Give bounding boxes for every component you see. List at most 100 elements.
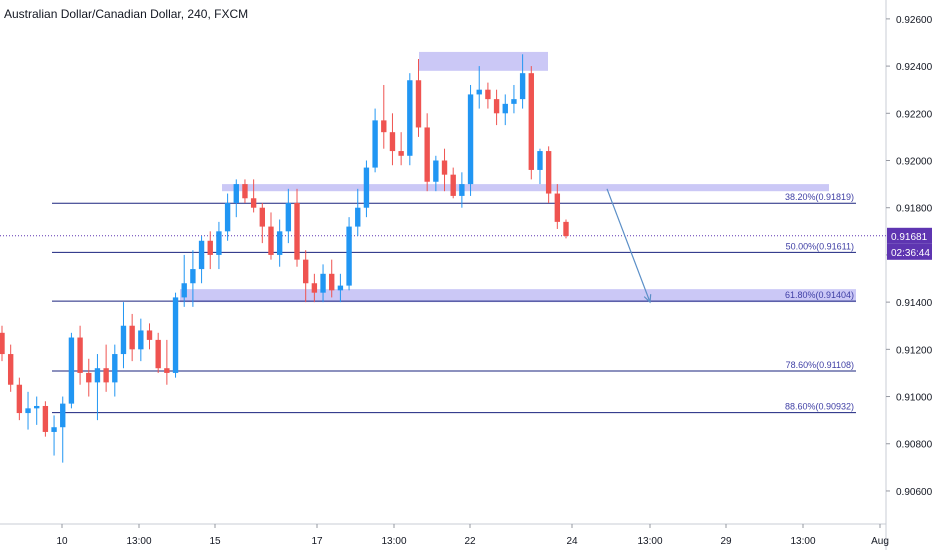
y-tick-label: 0.91200 bbox=[896, 345, 932, 356]
candle-body[interactable] bbox=[493, 99, 500, 114]
candle-body[interactable] bbox=[138, 330, 144, 350]
candle-body[interactable] bbox=[146, 330, 153, 340]
candle-body[interactable] bbox=[545, 151, 552, 194]
candle-body[interactable] bbox=[459, 184, 465, 196]
fib-level-label: 61.80%(0.91404) bbox=[785, 290, 854, 300]
candle-body[interactable] bbox=[233, 184, 239, 203]
candle-body[interactable] bbox=[120, 325, 127, 355]
candle-body[interactable] bbox=[467, 94, 474, 185]
candle-body[interactable] bbox=[268, 226, 274, 255]
candle-body[interactable] bbox=[259, 207, 265, 227]
projection-arrow-head bbox=[643, 294, 652, 304]
candle-body[interactable] bbox=[242, 184, 248, 199]
candle-body[interactable] bbox=[424, 127, 430, 182]
candle-body[interactable] bbox=[198, 240, 205, 270]
candle-body[interactable] bbox=[563, 221, 569, 237]
candle-body[interactable] bbox=[355, 207, 361, 227]
candle-body[interactable] bbox=[94, 368, 101, 383]
candle-body[interactable] bbox=[25, 408, 31, 414]
candle-body[interactable] bbox=[16, 384, 23, 414]
candle-body[interactable] bbox=[303, 259, 309, 284]
zone-rect[interactable] bbox=[222, 184, 829, 192]
x-tick-label: 13:00 bbox=[126, 536, 151, 547]
candle-body[interactable] bbox=[103, 368, 109, 383]
candle-body[interactable] bbox=[60, 403, 66, 428]
y-tick-label: 0.90600 bbox=[896, 487, 932, 498]
x-tick-label: 15 bbox=[209, 536, 221, 547]
candle-body[interactable] bbox=[164, 368, 170, 373]
candle-body[interactable] bbox=[51, 427, 57, 432]
candle-body[interactable] bbox=[181, 283, 187, 298]
x-tick-label: 13:00 bbox=[637, 536, 662, 547]
candle-body[interactable] bbox=[311, 283, 318, 293]
chart-title: Australian Dollar/Canadian Dollar, 240, … bbox=[4, 7, 249, 21]
candle-body[interactable] bbox=[7, 354, 14, 385]
candle-body[interactable] bbox=[415, 80, 422, 128]
y-tick-label: 0.92000 bbox=[896, 157, 932, 168]
fib-level-label: 50.00%(0.91611) bbox=[786, 241, 854, 251]
candle-body[interactable] bbox=[441, 160, 448, 175]
candle-body[interactable] bbox=[407, 80, 413, 156]
candle-body[interactable] bbox=[155, 339, 161, 369]
current-price-badge bbox=[887, 227, 932, 244]
x-tick-label: 22 bbox=[464, 536, 476, 547]
countdown-label: 02:36:44 bbox=[891, 248, 930, 259]
candle-body[interactable] bbox=[207, 240, 213, 255]
x-tick-label: 17 bbox=[311, 536, 323, 547]
candle-body[interactable] bbox=[190, 269, 196, 284]
candle-body[interactable] bbox=[537, 151, 543, 170]
candle-body[interactable] bbox=[77, 337, 83, 373]
candle-body[interactable] bbox=[398, 151, 404, 156]
candle-body[interactable] bbox=[381, 120, 387, 133]
candle-body[interactable] bbox=[276, 231, 283, 255]
y-tick-label: 0.92400 bbox=[896, 62, 932, 73]
candle-body[interactable] bbox=[294, 202, 300, 260]
candle-body[interactable] bbox=[502, 103, 508, 114]
candle-body[interactable] bbox=[34, 405, 40, 409]
candle-body[interactable] bbox=[554, 193, 561, 222]
candle-body[interactable] bbox=[337, 285, 344, 291]
candle-body[interactable] bbox=[112, 354, 118, 383]
candle-body[interactable] bbox=[250, 198, 257, 208]
x-tick-label: 24 bbox=[566, 536, 578, 547]
y-tick-label: 0.91400 bbox=[896, 298, 932, 309]
candle-body[interactable] bbox=[285, 202, 292, 232]
y-tick-label: 0.92200 bbox=[896, 109, 932, 120]
candle-body[interactable] bbox=[42, 405, 49, 432]
zone-rect[interactable] bbox=[180, 289, 856, 303]
projection-arrow-line[interactable] bbox=[606, 188, 651, 303]
candle-body[interactable] bbox=[0, 332, 5, 355]
candle-body[interactable] bbox=[216, 231, 222, 255]
zone-rect[interactable] bbox=[419, 51, 548, 71]
candle-body[interactable] bbox=[433, 160, 439, 182]
y-tick-label: 0.91000 bbox=[896, 393, 932, 404]
candle-body[interactable] bbox=[86, 372, 92, 383]
candle-body[interactable] bbox=[389, 132, 396, 152]
candle-body[interactable] bbox=[129, 325, 135, 350]
candle-body[interactable] bbox=[372, 120, 378, 168]
candle-body[interactable] bbox=[363, 167, 370, 208]
y-tick-label: 0.92600 bbox=[896, 15, 932, 26]
x-tick-label: Aug bbox=[871, 536, 889, 547]
current-price-label: 0.91681 bbox=[891, 232, 928, 243]
candle-body[interactable] bbox=[528, 73, 534, 170]
candle-body[interactable] bbox=[476, 89, 482, 95]
candle-body[interactable] bbox=[320, 273, 326, 293]
candle-body[interactable] bbox=[511, 99, 517, 104]
candle-body[interactable] bbox=[450, 174, 456, 196]
fib-level-label: 38.20%(0.91819) bbox=[785, 192, 854, 202]
candle-body[interactable] bbox=[346, 226, 352, 286]
fib-level-label: 88.60%(0.90932) bbox=[785, 402, 854, 412]
x-tick-label: 29 bbox=[720, 536, 732, 547]
x-tick-label: 10 bbox=[56, 536, 68, 547]
candle-body[interactable] bbox=[224, 202, 231, 232]
candle-body[interactable] bbox=[519, 73, 526, 100]
candle-body[interactable] bbox=[329, 273, 335, 291]
countdown-badge bbox=[887, 243, 932, 260]
candle-body[interactable] bbox=[68, 337, 75, 404]
candle-body[interactable] bbox=[172, 297, 179, 373]
candle-body[interactable] bbox=[485, 89, 491, 100]
x-tick-label: 13:00 bbox=[790, 536, 815, 547]
